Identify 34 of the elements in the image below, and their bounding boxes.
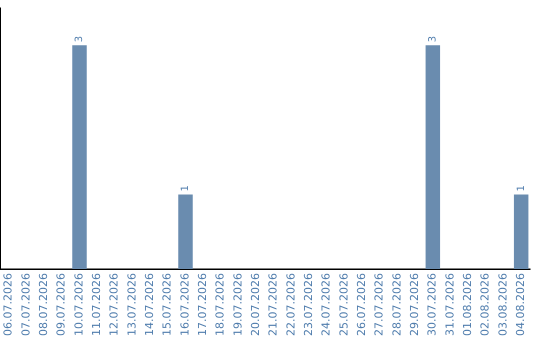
- x-tick-label: 07.07.2026: [19, 273, 32, 336]
- x-tick-label: 20.07.2026: [249, 273, 262, 336]
- x-tick-label: 30.07.2026: [426, 273, 439, 336]
- x-tick-label: 04.08.2026: [514, 273, 528, 336]
- x-tick-label: 13.07.2026: [125, 273, 138, 336]
- x-tick-label: 15.07.2026: [160, 273, 174, 336]
- x-tick-label: 16.07.2026: [178, 273, 192, 336]
- x-tick-label: 27.07.2026: [372, 273, 386, 336]
- x-tick-label: 19.07.2026: [231, 273, 244, 336]
- data-label: 3: [74, 36, 86, 42]
- x-tick-label: 12.07.2026: [108, 273, 121, 336]
- x-tick-label: 28.07.2026: [390, 273, 404, 336]
- x-tick-label: 25.07.2026: [337, 273, 350, 336]
- x-tick-label: 17.07.2026: [196, 273, 210, 336]
- x-tick-label: 03.08.2026: [496, 273, 510, 336]
- data-label: 3: [427, 36, 438, 42]
- x-tick-label: 08.07.2026: [37, 273, 50, 336]
- x-tick-label: 31.07.2026: [443, 273, 456, 336]
- x-tick-label: 22.07.2026: [284, 273, 298, 336]
- x-tick-label: 21.07.2026: [266, 273, 280, 336]
- x-tick-label: 26.07.2026: [355, 273, 368, 336]
- data-label: 1: [180, 185, 192, 192]
- x-tick-label: 10.07.2026: [72, 273, 86, 336]
- x-tick-label: 09.07.2026: [54, 273, 68, 336]
- x-tick-label: 14.07.2026: [143, 273, 156, 336]
- x-tick-label: 29.07.2026: [408, 273, 422, 336]
- x-tick-label: 02.08.2026: [478, 273, 492, 336]
- x-tick-label: 11.07.2026: [90, 273, 104, 336]
- x-tick-label: 23.07.2026: [302, 273, 316, 336]
- x-tick-label: 06.07.2026: [2, 273, 15, 336]
- x-tick-label: 18.07.2026: [214, 273, 227, 336]
- data-label: 1: [516, 185, 527, 192]
- x-tick-label: 01.08.2026: [461, 273, 474, 336]
- x-tick-label: 24.07.2026: [320, 273, 333, 336]
